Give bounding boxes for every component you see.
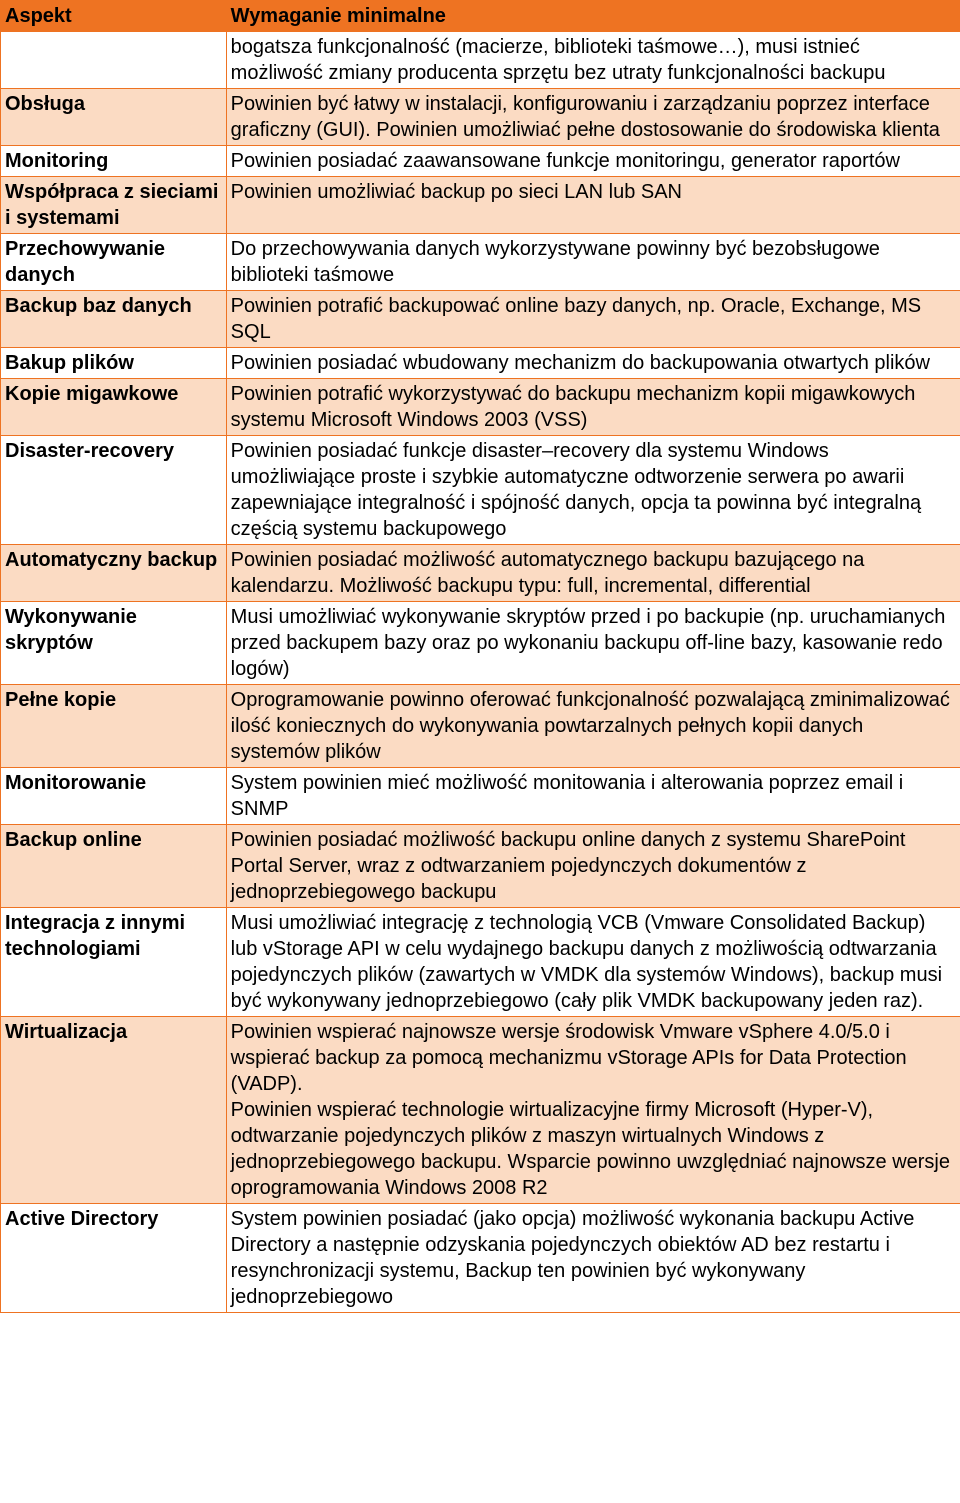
aspect-cell: Bakup plików — [1, 348, 227, 379]
table-row: Disaster-recoveryPowinien posiadać funkc… — [1, 436, 960, 545]
table-row: ObsługaPowinien być łatwy w instalacji, … — [1, 89, 960, 146]
requirement-cell: Powinien posiadać możliwość backupu onli… — [226, 825, 960, 908]
table-row: WirtualizacjaPowinien wspierać najnowsze… — [1, 1017, 960, 1204]
table-row: Integracja z innymi technologiamiMusi um… — [1, 908, 960, 1017]
table-row: Active DirectorySystem powinien posiadać… — [1, 1204, 960, 1313]
table-row: Współpraca z sieciami i systemamiPowinie… — [1, 177, 960, 234]
aspect-cell: Automatyczny backup — [1, 545, 227, 602]
table-row: Wykonywanie skryptówMusi umożliwiać wyko… — [1, 602, 960, 685]
requirement-cell: Powinien wspierać najnowsze wersje środo… — [226, 1017, 960, 1204]
aspect-cell: Disaster-recovery — [1, 436, 227, 545]
requirement-cell: Powinien być łatwy w instalacji, konfigu… — [226, 89, 960, 146]
header-requirement: Wymaganie minimalne — [226, 1, 960, 32]
table-header-row: Aspekt Wymaganie minimalne — [1, 1, 960, 32]
table-row: Backup onlinePowinien posiadać możliwość… — [1, 825, 960, 908]
aspect-cell — [1, 32, 227, 89]
requirement-cell: Powinien potrafić backupować online bazy… — [226, 291, 960, 348]
aspect-cell: Wykonywanie skryptów — [1, 602, 227, 685]
requirement-cell: System powinien posiadać (jako opcja) mo… — [226, 1204, 960, 1313]
aspect-cell: Monitorowanie — [1, 768, 227, 825]
aspect-cell: Współpraca z sieciami i systemami — [1, 177, 227, 234]
aspect-cell: Przechowywanie danych — [1, 234, 227, 291]
requirement-cell: System powinien mieć możliwość monitowan… — [226, 768, 960, 825]
table-row: bogatsza funkcjonalność (macierze, bibli… — [1, 32, 960, 89]
requirement-cell: Musi umożliwiać integrację z technologią… — [226, 908, 960, 1017]
table-row: MonitorowanieSystem powinien mieć możliw… — [1, 768, 960, 825]
requirements-table: Aspekt Wymaganie minimalne bogatsza funk… — [0, 0, 960, 1313]
requirement-cell: Powinien posiadać wbudowany mechanizm do… — [226, 348, 960, 379]
requirement-cell: Musi umożliwiać wykonywanie skryptów prz… — [226, 602, 960, 685]
aspect-cell: Pełne kopie — [1, 685, 227, 768]
requirement-cell: Oprogramowanie powinno oferować funkcjon… — [226, 685, 960, 768]
requirement-cell: Powinien posiadać możliwość automatyczne… — [226, 545, 960, 602]
requirement-cell: Do przechowywania danych wykorzystywane … — [226, 234, 960, 291]
aspect-cell: Active Directory — [1, 1204, 227, 1313]
header-aspect: Aspekt — [1, 1, 227, 32]
table-row: Pełne kopieOprogramowanie powinno oferow… — [1, 685, 960, 768]
table-row: Kopie migawkowe Powinien potrafić wykorz… — [1, 379, 960, 436]
requirement-cell: bogatsza funkcjonalność (macierze, bibli… — [226, 32, 960, 89]
table-row: Backup baz danychPowinien potrafić backu… — [1, 291, 960, 348]
table-row: MonitoringPowinien posiadać zaawansowane… — [1, 146, 960, 177]
aspect-cell: Backup online — [1, 825, 227, 908]
aspect-cell: Backup baz danych — [1, 291, 227, 348]
aspect-cell: Monitoring — [1, 146, 227, 177]
aspect-cell: Obsługa — [1, 89, 227, 146]
requirement-cell: Powinien potrafić wykorzystywać do backu… — [226, 379, 960, 436]
table-row: Przechowywanie danychDo przechowywania d… — [1, 234, 960, 291]
table-row: Automatyczny backupPowinien posiadać moż… — [1, 545, 960, 602]
aspect-cell: Kopie migawkowe — [1, 379, 227, 436]
requirement-cell: Powinien umożliwiać backup po sieci LAN … — [226, 177, 960, 234]
requirement-cell: Powinien posiadać funkcje disaster–recov… — [226, 436, 960, 545]
aspect-cell: Integracja z innymi technologiami — [1, 908, 227, 1017]
aspect-cell: Wirtualizacja — [1, 1017, 227, 1204]
table-row: Bakup plikówPowinien posiadać wbudowany … — [1, 348, 960, 379]
requirement-cell: Powinien posiadać zaawansowane funkcje m… — [226, 146, 960, 177]
